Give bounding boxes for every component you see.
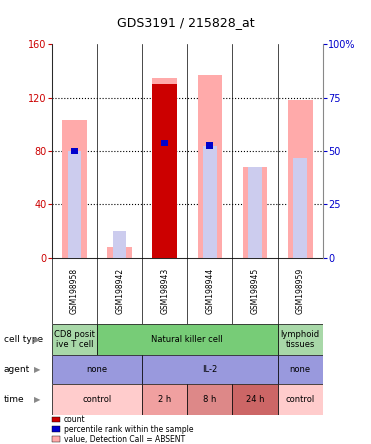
- Bar: [52, 384, 142, 415]
- Text: ▶: ▶: [34, 395, 40, 404]
- Text: 8 h: 8 h: [203, 395, 217, 404]
- Bar: [142, 355, 278, 384]
- Bar: [68, 151, 81, 258]
- Bar: [97, 324, 278, 355]
- Bar: [71, 147, 78, 155]
- Text: GDS3191 / 215828_at: GDS3191 / 215828_at: [117, 16, 254, 29]
- Text: CD8 posit
ive T cell: CD8 posit ive T cell: [54, 330, 95, 349]
- Bar: [288, 100, 313, 258]
- Bar: [278, 384, 323, 415]
- Text: control: control: [286, 395, 315, 404]
- Bar: [197, 75, 222, 258]
- Text: count: count: [64, 415, 85, 424]
- Bar: [142, 384, 187, 415]
- Text: GSM198943: GSM198943: [160, 268, 169, 314]
- Bar: [243, 167, 267, 258]
- Text: 2 h: 2 h: [158, 395, 171, 404]
- Text: GSM198942: GSM198942: [115, 268, 124, 314]
- Text: cell type: cell type: [4, 335, 43, 344]
- Text: agent: agent: [4, 365, 30, 374]
- Bar: [52, 324, 97, 355]
- Text: GSM198958: GSM198958: [70, 268, 79, 314]
- Bar: [278, 324, 323, 355]
- Bar: [52, 355, 142, 384]
- Bar: [206, 142, 213, 149]
- Text: Natural killer cell: Natural killer cell: [151, 335, 223, 344]
- Bar: [161, 140, 168, 147]
- Bar: [293, 158, 307, 258]
- Bar: [113, 231, 127, 258]
- Bar: [62, 120, 87, 258]
- Text: GSM198945: GSM198945: [250, 268, 260, 314]
- Text: GSM198959: GSM198959: [296, 268, 305, 314]
- Text: control: control: [82, 395, 112, 404]
- Text: percentile rank within the sample: percentile rank within the sample: [64, 425, 193, 434]
- Text: lymphoid
tissues: lymphoid tissues: [280, 330, 320, 349]
- Text: ▶: ▶: [34, 365, 40, 374]
- Bar: [248, 167, 262, 258]
- Bar: [203, 146, 217, 258]
- Text: 24 h: 24 h: [246, 395, 264, 404]
- Text: IL-2: IL-2: [202, 365, 217, 374]
- Text: ▶: ▶: [34, 335, 40, 344]
- Text: GSM198944: GSM198944: [206, 268, 214, 314]
- Bar: [233, 384, 278, 415]
- Bar: [152, 84, 177, 258]
- Text: none: none: [290, 365, 311, 374]
- Bar: [278, 355, 323, 384]
- Bar: [107, 247, 132, 258]
- Bar: [152, 78, 177, 258]
- Text: none: none: [86, 365, 108, 374]
- Text: value, Detection Call = ABSENT: value, Detection Call = ABSENT: [64, 435, 185, 444]
- Text: time: time: [4, 395, 24, 404]
- Bar: [158, 142, 172, 258]
- Bar: [187, 384, 233, 415]
